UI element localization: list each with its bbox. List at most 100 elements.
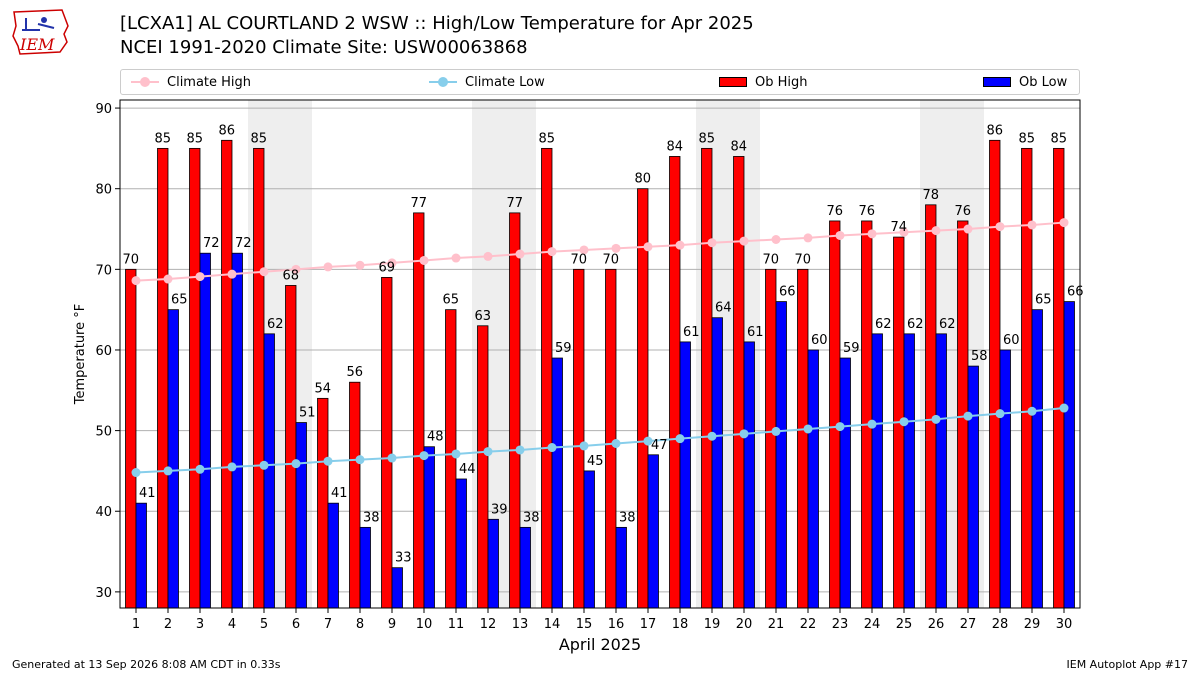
legend-item-ob-low: Ob Low	[983, 70, 1067, 94]
climate-low-point	[867, 419, 877, 429]
ob-low-bar	[1031, 309, 1043, 609]
app-footer: IEM Autoplot App #17	[1066, 658, 1189, 671]
ob-low-label: 64	[715, 301, 732, 316]
ob-low-bar	[519, 526, 531, 609]
ob-high-bar	[541, 147, 553, 609]
legend-swatch-climate-low	[429, 77, 457, 87]
ob-low-label: 62	[907, 317, 924, 332]
ob-low-label: 41	[331, 486, 348, 501]
ob-low-bar	[231, 252, 243, 609]
ob-high-label: 86	[986, 123, 1003, 138]
chart-title: [LCXA1] AL COURTLAND 2 WSW :: High/Low T…	[120, 13, 754, 34]
ob-low-label: 39	[491, 502, 508, 517]
climate-low-point	[163, 466, 173, 476]
climate-low-point	[995, 409, 1005, 419]
climate-low-point	[803, 424, 813, 434]
climate-high-point	[259, 267, 269, 277]
climate-high-point	[899, 227, 909, 237]
ob-high-bar	[861, 220, 873, 609]
ob-low-label: 59	[555, 341, 572, 356]
climate-low-point	[387, 453, 397, 463]
legend-label-ob-low: Ob Low	[1019, 74, 1068, 90]
ob-low-bar	[199, 252, 211, 609]
ob-high-bar	[733, 156, 745, 609]
ob-low-bar	[967, 365, 979, 609]
x-tick-label: 17	[640, 617, 657, 632]
ob-high-bar	[573, 268, 585, 609]
climate-high-point	[451, 253, 461, 263]
climate-low-point	[579, 441, 589, 451]
x-tick-label: 9	[388, 617, 396, 632]
x-tick-label: 26	[928, 617, 945, 632]
ob-high-label: 77	[410, 196, 427, 211]
climate-high-point	[675, 240, 685, 250]
x-tick-label: 8	[356, 617, 364, 632]
ob-low-label: 38	[363, 510, 380, 525]
ob-low-bar	[167, 309, 179, 609]
climate-low-point	[1059, 403, 1069, 413]
climate-low-point	[291, 459, 301, 469]
climate-high-point	[515, 249, 525, 259]
climate-low-point	[611, 439, 621, 449]
ob-low-label: 51	[299, 406, 316, 421]
generated-footer: Generated at 13 Sep 2026 8:08 AM CDT in …	[12, 658, 281, 671]
x-tick-label: 4	[228, 617, 236, 632]
x-tick-label: 7	[324, 617, 332, 632]
climate-low-point	[835, 422, 845, 432]
climate-low-point	[643, 436, 653, 446]
y-tick-label: 80	[95, 183, 112, 198]
ob-low-label: 62	[939, 317, 956, 332]
ob-low-bar	[775, 301, 787, 609]
ob-high-bar	[413, 212, 425, 609]
climate-high-point	[547, 247, 557, 257]
ob-high-label: 70	[602, 252, 619, 267]
climate-low-point	[1027, 406, 1037, 416]
ob-low-bar	[807, 349, 819, 609]
ob-high-label: 54	[314, 381, 331, 396]
ob-low-bar	[1063, 301, 1075, 609]
ob-low-bar	[871, 333, 883, 609]
x-tick-label: 6	[292, 617, 300, 632]
ob-low-label: 62	[875, 317, 892, 332]
y-tick-label: 30	[95, 586, 112, 601]
ob-high-bar	[189, 147, 201, 609]
climate-high-point	[1059, 218, 1069, 228]
plot-frame	[119, 99, 1081, 609]
ob-low-bar	[263, 333, 275, 609]
ob-high-label: 78	[922, 188, 939, 203]
climate-high-point	[163, 274, 173, 284]
ob-high-label: 70	[794, 252, 811, 267]
ob-low-bar	[487, 518, 499, 609]
climate-high-point	[643, 242, 653, 252]
legend-swatch-ob-high	[719, 77, 747, 87]
ob-high-bar	[349, 381, 361, 609]
climate-low-point	[899, 417, 909, 427]
x-tick-label: 14	[544, 617, 561, 632]
climate-low-point	[227, 462, 237, 472]
ob-high-label: 70	[762, 252, 779, 267]
climate-low-point	[355, 455, 365, 465]
x-tick-label: 19	[704, 617, 721, 632]
climate-low-point	[259, 460, 269, 470]
ob-low-label: 45	[587, 454, 604, 469]
climate-high-point	[931, 226, 941, 236]
ob-low-bar	[295, 422, 307, 609]
x-tick-label: 25	[896, 617, 913, 632]
ob-high-label: 70	[122, 252, 139, 267]
ob-high-label: 69	[378, 260, 395, 275]
x-tick-label: 23	[832, 617, 849, 632]
ob-high-label: 76	[858, 204, 875, 219]
ob-low-bar	[743, 341, 755, 609]
ob-high-label: 74	[890, 220, 907, 235]
ob-high-label: 85	[250, 131, 267, 146]
ob-low-bar	[999, 349, 1011, 609]
ob-low-bar	[359, 526, 371, 609]
x-tick-label: 1	[132, 617, 140, 632]
ob-high-label: 85	[186, 131, 203, 146]
climate-low-point	[419, 451, 429, 461]
ob-high-label: 76	[954, 204, 971, 219]
ob-high-label: 76	[826, 204, 843, 219]
ob-low-label: 72	[235, 236, 252, 251]
ob-low-label: 66	[779, 285, 796, 300]
